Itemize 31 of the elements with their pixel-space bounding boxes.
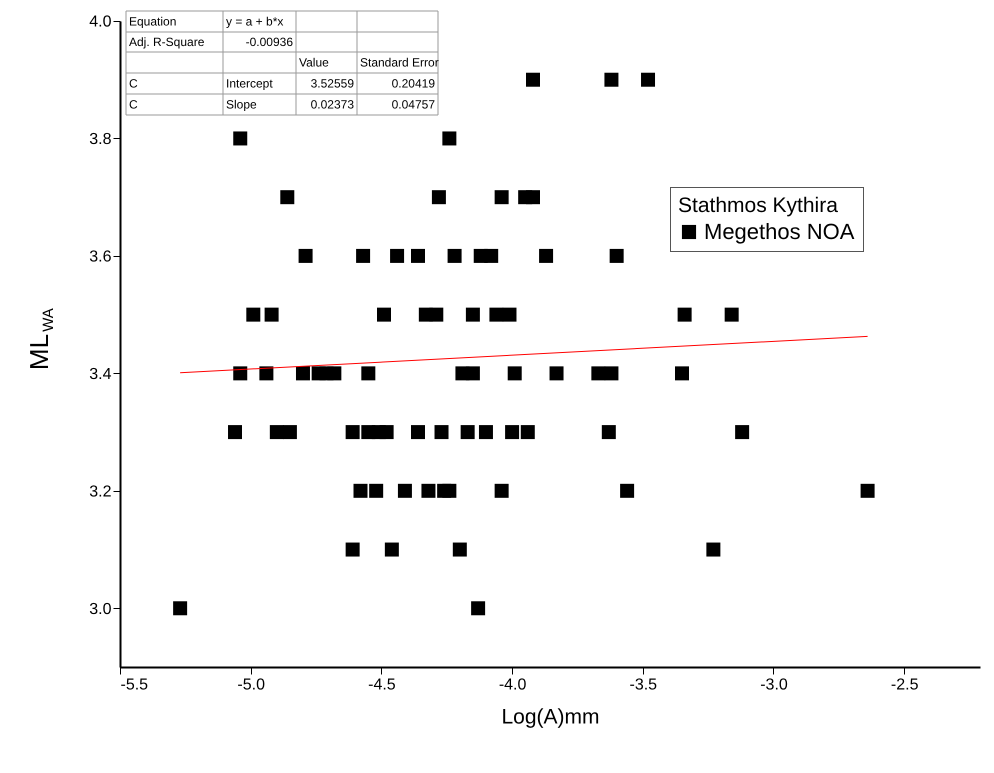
annotation: Adj. R-Square [129,35,205,49]
annotation: 0.20419 [392,76,436,90]
annotation: y = a + b*x [226,14,284,28]
y-tick-label: 3.2 [89,483,112,500]
y-tick-label: 3.4 [89,366,112,383]
annotation: Standard Error [360,56,439,70]
x-tick-label: -2.5 [890,676,919,694]
annotation: C [129,76,138,90]
annotation: 3.52559 [310,76,354,90]
annotation: Intercept [226,76,274,90]
x-tick-label: -4.0 [498,676,526,694]
annotation: Equation [129,14,176,28]
y-tick-label: 4.0 [89,14,112,30]
annotation: -0.00936 [246,35,294,49]
annotation: Value [299,56,330,70]
legend-label: Megethos NOA [704,219,855,244]
x-tick-label: -5.0 [237,676,266,694]
y-tick-label: 3.6 [89,248,112,266]
x-tick-label: -3.0 [760,676,788,694]
legend-title: Stathmos Kythira [678,194,838,217]
annotation: C [129,98,138,112]
annotation: 0.02373 [310,98,354,112]
x-tick-label: -5.5 [120,676,148,694]
annotation: Slope [226,98,258,112]
x-axis-title: Log(A)mm [501,706,600,728]
annotation: 0.04757 [392,98,436,112]
x-tick-label: -4.5 [368,676,396,694]
y-tick-label: 3.8 [89,130,112,148]
y-axis-title: MLWA [24,308,57,370]
x-tick-label: -3.5 [630,676,658,694]
y-tick-label: 3.0 [89,600,112,618]
